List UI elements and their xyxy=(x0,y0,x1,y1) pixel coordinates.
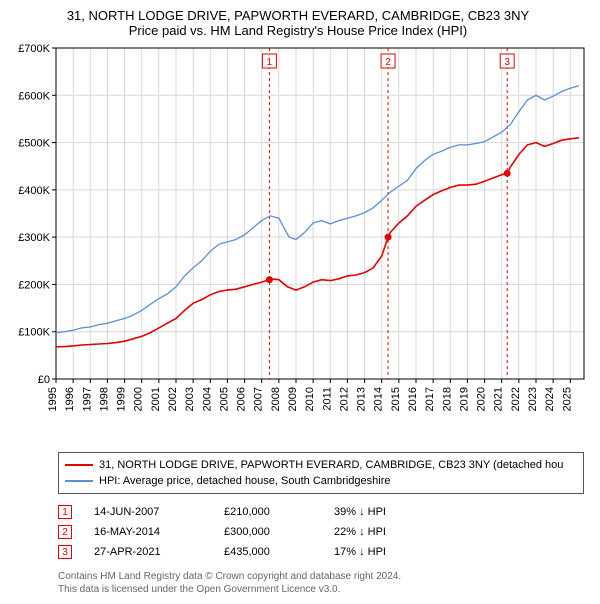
event-diff: 39% ↓ HPI xyxy=(334,506,424,518)
event-marker: 3 xyxy=(58,545,72,559)
svg-text:2011: 2011 xyxy=(321,387,333,411)
event-date: 16-MAY-2014 xyxy=(94,526,224,538)
event-table: 1 14-JUN-2007£210,00039% ↓ HPI 2 16-MAY-201… xyxy=(58,502,584,562)
svg-text:2024: 2024 xyxy=(544,387,556,411)
svg-text:1: 1 xyxy=(267,57,273,68)
svg-text:2018: 2018 xyxy=(441,387,453,411)
svg-text:1997: 1997 xyxy=(81,387,93,411)
event-price: £300,000 xyxy=(224,526,334,538)
footer-line-1: Contains HM Land Registry data © Crown c… xyxy=(58,570,584,583)
svg-text:£700K: £700K xyxy=(18,44,50,55)
event-marker: 2 xyxy=(58,525,72,539)
svg-text:1996: 1996 xyxy=(64,387,76,411)
svg-text:2022: 2022 xyxy=(510,387,522,411)
title-line-1: 31, NORTH LODGE DRIVE, PAPWORTH EVERARD,… xyxy=(8,8,588,23)
event-date: 14-JUN-2007 xyxy=(94,506,224,518)
svg-text:2013: 2013 xyxy=(356,387,368,411)
event-date: 27-APR-2021 xyxy=(94,546,224,558)
attribution-footer: Contains HM Land Registry data © Crown c… xyxy=(58,570,584,596)
svg-text:£300K: £300K xyxy=(18,232,50,244)
svg-text:2008: 2008 xyxy=(270,387,282,411)
svg-text:2009: 2009 xyxy=(287,387,299,411)
svg-text:2007: 2007 xyxy=(253,387,265,411)
event-price: £435,000 xyxy=(224,546,334,558)
svg-text:2020: 2020 xyxy=(476,387,488,411)
event-row: 1 14-JUN-2007£210,00039% ↓ HPI xyxy=(58,502,584,522)
legend-label: 31, NORTH LODGE DRIVE, PAPWORTH EVERARD,… xyxy=(99,459,563,471)
svg-text:2014: 2014 xyxy=(373,387,385,411)
svg-text:1995: 1995 xyxy=(47,387,59,411)
title-block: 31, NORTH LODGE DRIVE, PAPWORTH EVERARD,… xyxy=(8,8,588,38)
svg-text:2016: 2016 xyxy=(407,387,419,411)
svg-text:2017: 2017 xyxy=(424,387,436,411)
legend-swatch xyxy=(65,464,93,466)
svg-text:2000: 2000 xyxy=(133,387,145,411)
chart-area: £0 £100K £200K £300K £400K £500K £600K £700K 199… xyxy=(8,44,588,444)
svg-text:2021: 2021 xyxy=(493,387,505,411)
event-row: 3 27-APR-2021£435,00017% ↓ HPI xyxy=(58,542,584,562)
svg-text:£600K: £600K xyxy=(18,90,50,102)
figure-container: 31, NORTH LODGE DRIVE, PAPWORTH EVERARD,… xyxy=(0,0,600,604)
svg-text:2005: 2005 xyxy=(218,387,230,411)
svg-text:2006: 2006 xyxy=(236,387,248,411)
event-diff: 22% ↓ HPI xyxy=(334,526,424,538)
legend-label: HPI: Average price, detached house, Sout… xyxy=(99,475,390,487)
line-chart-svg: £0 £100K £200K £300K £400K £500K £600K £700K 199… xyxy=(8,44,588,444)
svg-text:2002: 2002 xyxy=(167,387,179,411)
event-diff: 17% ↓ HPI xyxy=(334,546,424,558)
svg-text:2019: 2019 xyxy=(458,387,470,411)
legend-swatch xyxy=(65,480,93,482)
svg-text:2023: 2023 xyxy=(527,387,539,411)
event-price: £210,000 xyxy=(224,506,334,518)
svg-text:£400K: £400K xyxy=(18,185,50,197)
svg-text:2004: 2004 xyxy=(201,387,213,411)
svg-text:2015: 2015 xyxy=(390,387,402,411)
event-row: 2 16-MAY-2014£300,00022% ↓ HPI xyxy=(58,522,584,542)
svg-text:£100K: £100K xyxy=(18,327,50,339)
svg-text:£200K: £200K xyxy=(18,279,50,291)
svg-text:2012: 2012 xyxy=(338,387,350,411)
legend-row: HPI: Average price, detached house, Sout… xyxy=(65,473,577,489)
title-line-2: Price paid vs. HM Land Registry's House … xyxy=(8,23,588,38)
svg-text:£500K: £500K xyxy=(18,138,50,150)
legend-box: 31, NORTH LODGE DRIVE, PAPWORTH EVERARD,… xyxy=(58,452,584,494)
event-marker: 1 xyxy=(58,505,72,519)
svg-text:2010: 2010 xyxy=(304,387,316,411)
svg-text:1999: 1999 xyxy=(116,387,128,411)
svg-text:2001: 2001 xyxy=(150,387,162,411)
svg-text:3: 3 xyxy=(504,57,510,68)
svg-text:2: 2 xyxy=(385,57,391,68)
svg-text:2003: 2003 xyxy=(184,387,196,411)
legend-row: 31, NORTH LODGE DRIVE, PAPWORTH EVERARD,… xyxy=(65,457,577,473)
svg-text:£0: £0 xyxy=(38,374,50,386)
svg-text:1998: 1998 xyxy=(98,387,110,411)
svg-text:2025: 2025 xyxy=(561,387,573,411)
